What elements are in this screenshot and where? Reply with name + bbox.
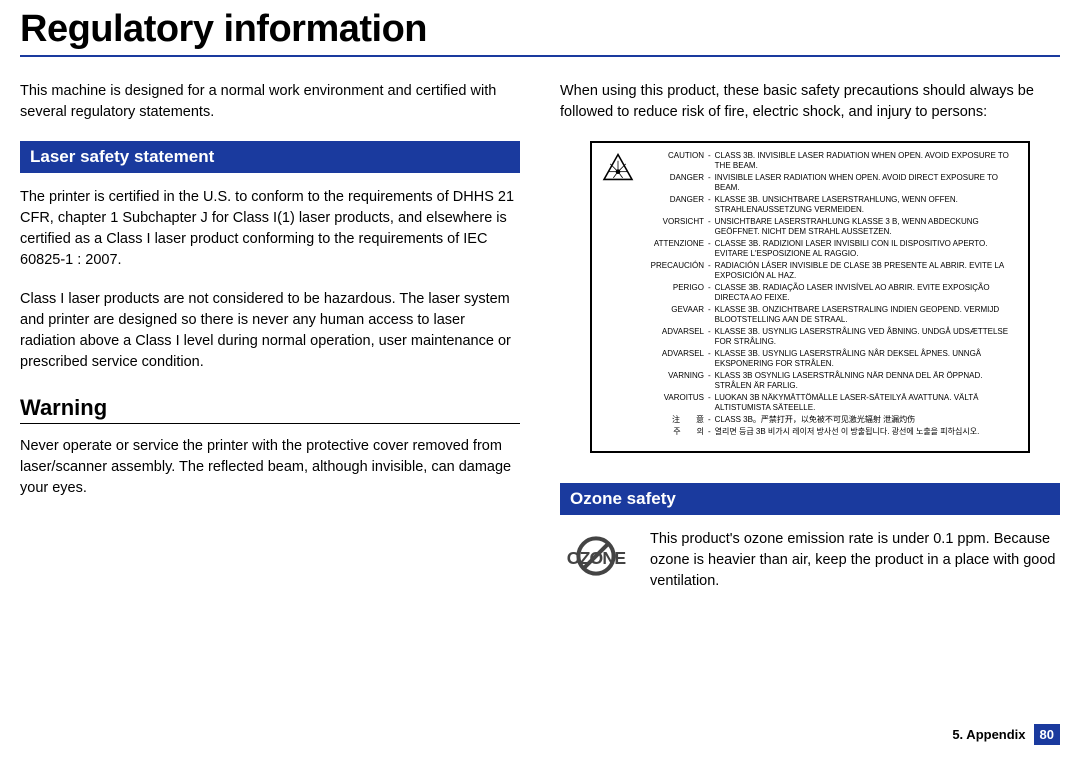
warning-label-dash: - <box>708 173 711 193</box>
warning-rule <box>20 423 520 424</box>
warning-label-dash: - <box>708 393 711 413</box>
warning-label-text: UNSICHTBARE LASERSTRAHLUNG KLASSE 3 B, W… <box>715 217 1018 237</box>
warning-label-row: CAUTION-CLASS 3B. INVISIBLE LASER RADIAT… <box>642 151 1018 171</box>
ozone-p1: This product's ozone emission rate is un… <box>650 529 1060 592</box>
laser-p2: Class I laser products are not considere… <box>20 289 520 373</box>
warning-label-row: ATTENZIONE-CLASSE 3B. RADIZIONI LASER IN… <box>642 239 1018 259</box>
laser-p1: The printer is certified in the U.S. to … <box>20 187 520 271</box>
warning-label-text: CLASS 3B. INVISIBLE LASER RADIATION WHEN… <box>715 151 1018 171</box>
warning-label-text: KLASSE 3B. ONZICHTBARE LASERSTRALING IND… <box>715 305 1018 325</box>
warning-label-dash: - <box>708 349 711 369</box>
ozone-row: OZONE This product's ozone emission rate… <box>560 529 1060 592</box>
warning-label-text: INVISIBLE LASER RADIATION WHEN OPEN. AVO… <box>715 173 1018 193</box>
warning-label-dash: - <box>708 327 711 347</box>
warning-label-lang: CAUTION <box>642 151 704 171</box>
warning-label-row: PERIGO-CLASSE 3B. RADIAÇÃO LASER INVISÍV… <box>642 283 1018 303</box>
warning-label-text: LUOKAN 3B NÄKYMÄTTÖMÄLLE LASER-SÄTEILYÄ … <box>715 393 1018 413</box>
warning-label-lang: VARNING <box>642 371 704 391</box>
warning-label-text: CLASS 3B。严禁打开，以免被不可见激光辐射 泄漏灼伤 <box>715 415 1018 425</box>
warning-label-dash: - <box>708 195 711 215</box>
warning-label-dash: - <box>708 371 711 391</box>
warning-label-dash: - <box>708 261 711 281</box>
warning-p1: Never operate or service the printer wit… <box>20 436 520 499</box>
page-footer: 5. Appendix 80 <box>952 724 1060 745</box>
warning-label-dash: - <box>708 217 711 237</box>
warning-label-row: 주 의-열리면 등급 3B 비가시 레이저 방사선 이 방출됩니다. 광선에 노… <box>642 427 1018 437</box>
warning-label-text: RADIACIÓN LÁSER INVISIBLE DE CLASE 3B PR… <box>715 261 1018 281</box>
warning-label-row: VAROITUS-LUOKAN 3B NÄKYMÄTTÖMÄLLE LASER-… <box>642 393 1018 413</box>
warning-label-row: DANGER-KLASSE 3B. UNSICHTBARE LASERSTRAH… <box>642 195 1018 215</box>
laser-warning-icon <box>602 153 634 181</box>
warning-label-text: KLASS 3B OSYNLIG LASERSTRÅLNING NÄR DENN… <box>715 371 1018 391</box>
warning-label-lang: 注 意 <box>642 415 704 425</box>
warning-label-row: ADVARSEL-KLASSE 3B. USYNLIG LASERSTRÅLIN… <box>642 349 1018 369</box>
intro-text: This machine is designed for a normal wo… <box>20 81 520 123</box>
left-column: This machine is designed for a normal wo… <box>20 81 520 592</box>
warning-label-dash: - <box>708 151 711 171</box>
warning-label-dash: - <box>708 283 711 303</box>
warning-label-lang: DANGER <box>642 195 704 215</box>
footer-chapter: 5. Appendix <box>952 727 1025 742</box>
warning-label-row: PRECAUCIÓN-RADIACIÓN LÁSER INVISIBLE DE … <box>642 261 1018 281</box>
warning-label-row: DANGER-INVISIBLE LASER RADIATION WHEN OP… <box>642 173 1018 193</box>
warning-label-text: CLASSE 3B. RADIZIONI LASER INVISBILI CON… <box>715 239 1018 259</box>
warning-label-lang: GEVAAR <box>642 305 704 325</box>
warning-label-dash: - <box>708 305 711 325</box>
warning-label-lang: ATTENZIONE <box>642 239 704 259</box>
warning-label-text: KLASSE 3B. USYNLIG LASERSTRÅLING VED ÅBN… <box>715 327 1018 347</box>
warning-label-dash: - <box>708 415 711 425</box>
warning-label-rows: CAUTION-CLASS 3B. INVISIBLE LASER RADIAT… <box>642 151 1018 439</box>
ozone-icon: OZONE <box>560 529 632 588</box>
laser-heading: Laser safety statement <box>20 141 520 173</box>
warning-label-text: KLASSE 3B. USYNLIG LASERSTRÅLING NÅR DEK… <box>715 349 1018 369</box>
warning-label-lang: PRECAUCIÓN <box>642 261 704 281</box>
warning-label-lang: PERIGO <box>642 283 704 303</box>
warning-label-lang: ADVARSEL <box>642 327 704 347</box>
page-title: Regulatory information <box>0 0 1080 55</box>
warning-label-dash: - <box>708 239 711 259</box>
right-column: When using this product, these basic saf… <box>560 81 1060 592</box>
warning-label-row: VORSICHT-UNSICHTBARE LASERSTRAHLUNG KLAS… <box>642 217 1018 237</box>
warning-label-row: ADVARSEL-KLASSE 3B. USYNLIG LASERSTRÅLIN… <box>642 327 1018 347</box>
warning-label-lang: VORSICHT <box>642 217 704 237</box>
warning-label-row: 注 意-CLASS 3B。严禁打开，以免被不可见激光辐射 泄漏灼伤 <box>642 415 1018 425</box>
footer-page-number: 80 <box>1034 724 1060 745</box>
warning-label-text: 열리면 등급 3B 비가시 레이저 방사선 이 방출됩니다. 광선에 노출을 피… <box>715 427 1018 437</box>
warning-label-text: CLASSE 3B. RADIAÇÃO LASER INVISÍVEL AO A… <box>715 283 1018 303</box>
warning-heading: Warning <box>20 395 520 421</box>
ozone-heading: Ozone safety <box>560 483 1060 515</box>
warning-label-dash: - <box>708 427 711 437</box>
warning-label-lang: ADVARSEL <box>642 349 704 369</box>
warning-p2: When using this product, these basic saf… <box>560 81 1060 123</box>
laser-warning-label: CAUTION-CLASS 3B. INVISIBLE LASER RADIAT… <box>590 141 1030 453</box>
warning-label-lang: DANGER <box>642 173 704 193</box>
warning-label-row: GEVAAR-KLASSE 3B. ONZICHTBARE LASERSTRAL… <box>642 305 1018 325</box>
warning-label-row: VARNING-KLASS 3B OSYNLIG LASERSTRÅLNING … <box>642 371 1018 391</box>
content-columns: This machine is designed for a normal wo… <box>0 57 1080 592</box>
warning-label-lang: 주 의 <box>642 427 704 437</box>
warning-label-lang: VAROITUS <box>642 393 704 413</box>
warning-label-text: KLASSE 3B. UNSICHTBARE LASERSTRAHLUNG, W… <box>715 195 1018 215</box>
